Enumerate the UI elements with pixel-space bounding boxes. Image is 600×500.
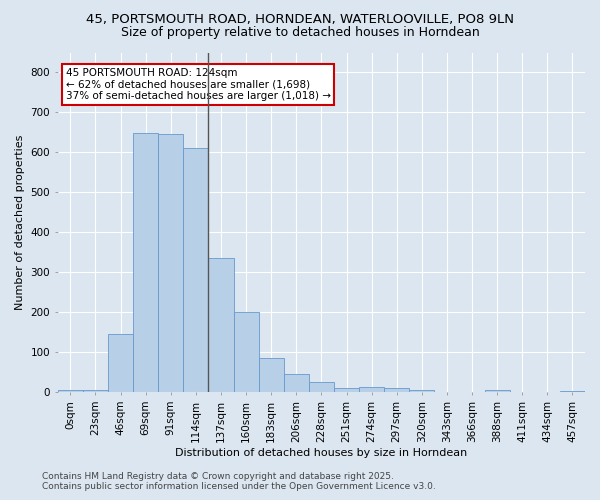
Bar (560, 391, 585, 392)
Bar (158, 134, 184, 392)
Bar (409, 390, 434, 392)
X-axis label: Distribution of detached houses by size in Horndean: Distribution of detached houses by size … (175, 448, 467, 458)
Bar (108, 334, 133, 392)
Bar (233, 312, 259, 392)
Bar (334, 388, 359, 392)
Y-axis label: Number of detached properties: Number of detached properties (15, 134, 25, 310)
Bar (184, 148, 208, 392)
Bar (259, 358, 284, 392)
Bar (284, 374, 309, 392)
Bar (309, 382, 334, 392)
Text: Size of property relative to detached houses in Horndean: Size of property relative to detached ho… (121, 26, 479, 39)
Bar (133, 133, 158, 392)
Text: Contains HM Land Registry data © Crown copyright and database right 2025.
Contai: Contains HM Land Registry data © Crown c… (42, 472, 436, 491)
Bar (208, 258, 233, 392)
Bar (58, 390, 83, 392)
Text: 45 PORTSMOUTH ROAD: 124sqm
← 62% of detached houses are smaller (1,698)
37% of s: 45 PORTSMOUTH ROAD: 124sqm ← 62% of deta… (66, 68, 331, 101)
Bar (384, 388, 409, 392)
Text: 45, PORTSMOUTH ROAD, HORNDEAN, WATERLOOVILLE, PO8 9LN: 45, PORTSMOUTH ROAD, HORNDEAN, WATERLOOV… (86, 12, 514, 26)
Bar (83, 390, 108, 392)
Bar (359, 388, 384, 392)
Bar (485, 390, 509, 392)
